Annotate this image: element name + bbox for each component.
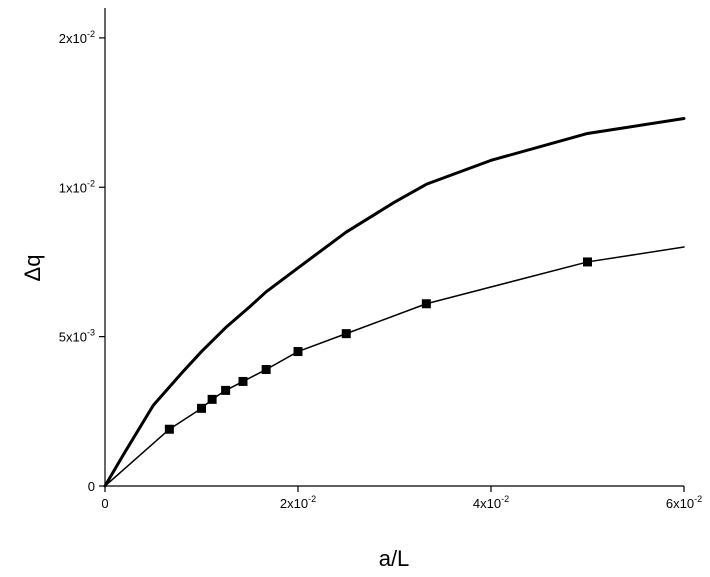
y-axis-title: Δq — [20, 255, 45, 282]
y-tick-label: 2x10-2 — [59, 29, 95, 46]
y-tick-mantissa: 5x10 — [59, 330, 87, 345]
x-tick-label: 4x10-2 — [473, 494, 509, 511]
series-2-marker — [197, 403, 206, 413]
x-tick-label: 0 — [101, 496, 108, 511]
series-2-marker — [164, 424, 174, 434]
y-tick-exponent: -2 — [87, 29, 95, 39]
x-tick-mantissa: 0 — [101, 496, 108, 511]
series-1 — [103, 117, 686, 488]
y-tick-label: 1x10-2 — [59, 178, 95, 195]
series-1-line — [103, 117, 686, 488]
y-tick-exponent: -3 — [87, 328, 95, 338]
series-2-marker — [583, 257, 592, 267]
x-tick-mantissa: 2x10 — [280, 496, 308, 511]
y-tick-exponent: -2 — [87, 178, 95, 188]
y-tick-mantissa: 0 — [88, 479, 95, 494]
y-tick-mantissa: 1x10 — [59, 180, 87, 195]
x-tick-exponent: -2 — [694, 494, 702, 504]
series-2-marker — [221, 385, 231, 395]
y-tick-label: 5x10-3 — [59, 328, 95, 345]
series-2-marker — [421, 299, 431, 309]
x-axis-title: a/L — [379, 546, 410, 571]
y-tick-mantissa: 2x10 — [59, 31, 87, 46]
series-2-marker — [293, 347, 303, 357]
series-2-line — [104, 246, 685, 487]
x-tick-label: 2x10-2 — [280, 494, 316, 511]
series-2-marker — [207, 394, 217, 404]
x-tick-exponent: -2 — [501, 494, 509, 504]
x-tick-exponent: -2 — [308, 494, 316, 504]
series-2-marker — [261, 364, 271, 374]
x-tick-mantissa: 4x10 — [473, 496, 501, 511]
x-tick-label: 6x10-2 — [666, 494, 702, 511]
series-2 — [104, 246, 685, 487]
axes — [104, 8, 684, 487]
series-2-marker — [238, 376, 248, 386]
series-2-marker — [341, 329, 351, 339]
x-tick-mantissa: 6x10 — [666, 496, 694, 511]
series-layer — [103, 117, 686, 488]
y-tick-label: 0 — [88, 479, 95, 494]
